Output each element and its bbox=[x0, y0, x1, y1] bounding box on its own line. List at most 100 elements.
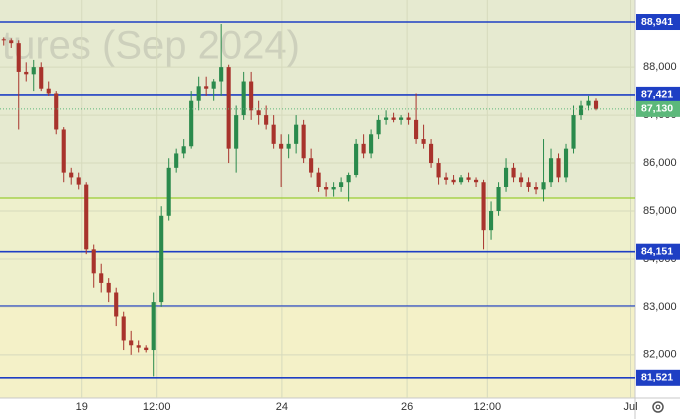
candle-body bbox=[159, 215, 164, 303]
candle-body bbox=[459, 177, 464, 183]
candle-body bbox=[466, 177, 471, 180]
zone-lower bbox=[0, 306, 635, 398]
watermark: tures (Sep 2024) bbox=[2, 24, 300, 68]
candle-body bbox=[279, 143, 284, 149]
candle-body bbox=[196, 86, 201, 101]
candle-body bbox=[309, 158, 314, 173]
candle-body bbox=[578, 105, 584, 116]
candle-body bbox=[563, 148, 569, 178]
candle-body bbox=[474, 179, 479, 183]
candle-body bbox=[518, 177, 524, 183]
candle-body bbox=[271, 124, 276, 144]
x-tick-label: Jul bbox=[623, 401, 637, 413]
candle-body bbox=[226, 67, 231, 149]
candle-body bbox=[241, 81, 246, 116]
plot bbox=[0, 0, 635, 398]
level-label-box bbox=[636, 243, 680, 260]
candle-body bbox=[234, 115, 239, 149]
level-label-box bbox=[636, 369, 680, 386]
candle-body bbox=[16, 43, 21, 72]
candle-body bbox=[511, 167, 516, 178]
candle-body bbox=[548, 158, 554, 183]
candle-body bbox=[76, 177, 81, 185]
candle-body bbox=[586, 100, 591, 106]
candle-body bbox=[181, 146, 186, 154]
candle-body bbox=[204, 86, 209, 89]
candle-body bbox=[354, 143, 359, 176]
candle-body bbox=[414, 119, 419, 140]
candle-body bbox=[69, 172, 74, 178]
candle-body bbox=[114, 292, 119, 317]
price-axis bbox=[635, 0, 680, 419]
level-label-box bbox=[636, 14, 680, 31]
candle-body bbox=[294, 124, 299, 144]
y-tick-label: 88,000 bbox=[643, 61, 677, 73]
time-axis bbox=[0, 398, 635, 419]
candle-body bbox=[84, 184, 89, 250]
candle-body bbox=[526, 182, 531, 188]
candle-body bbox=[488, 210, 494, 231]
candle-body bbox=[129, 340, 134, 346]
candle-body bbox=[9, 40, 14, 44]
candle-body bbox=[211, 81, 216, 89]
candle-body bbox=[286, 143, 291, 149]
candle-body bbox=[166, 167, 171, 216]
candle-body bbox=[361, 143, 366, 154]
y-tick-label: 85,000 bbox=[643, 205, 677, 217]
y-tick-label: 82,000 bbox=[643, 349, 677, 361]
candle-body bbox=[571, 115, 576, 149]
candle-body bbox=[391, 117, 396, 120]
candle-body bbox=[436, 163, 441, 178]
zone-upper bbox=[0, 0, 635, 198]
candle-body bbox=[316, 172, 321, 188]
candle-body bbox=[24, 71, 29, 75]
x-tick-label: 12:00 bbox=[143, 401, 171, 413]
level-label: 84,151 bbox=[641, 245, 673, 257]
candle-body bbox=[376, 119, 381, 135]
candle-body bbox=[174, 153, 179, 168]
y-tick-label: 83,000 bbox=[643, 301, 677, 313]
x-tick-label: 24 bbox=[276, 401, 288, 413]
x-tick-label: 26 bbox=[401, 401, 413, 413]
candle-body bbox=[61, 129, 66, 173]
last-price-label: 87,130 bbox=[641, 103, 673, 115]
candle-body bbox=[249, 81, 254, 111]
candle-body bbox=[339, 182, 344, 188]
candle-body bbox=[399, 117, 404, 120]
last-price-label-box bbox=[636, 100, 680, 117]
candle-body bbox=[369, 134, 374, 154]
candle-body bbox=[556, 158, 561, 178]
candle-body bbox=[46, 88, 51, 94]
level-label: 81,521 bbox=[641, 372, 673, 384]
candle-body bbox=[451, 179, 456, 183]
candle-body bbox=[503, 167, 509, 188]
level-label-box bbox=[636, 86, 680, 103]
x-tick-label: 19 bbox=[76, 401, 88, 413]
candle-body bbox=[301, 124, 306, 159]
candle-body bbox=[406, 117, 411, 120]
candle-body bbox=[39, 67, 44, 89]
x-tick-label: 12:00 bbox=[474, 401, 502, 413]
candle-body bbox=[91, 249, 96, 274]
candle-body bbox=[593, 100, 599, 109]
level-label: 87,421 bbox=[641, 89, 673, 101]
candle-body bbox=[144, 347, 149, 351]
candle-body bbox=[384, 117, 389, 120]
candle-body bbox=[121, 316, 126, 341]
candle-body bbox=[136, 345, 141, 348]
candle-body bbox=[189, 100, 194, 147]
level-label: 88,941 bbox=[641, 16, 673, 28]
candle-body bbox=[219, 67, 224, 82]
candle-body bbox=[54, 93, 59, 130]
settings-icon[interactable] bbox=[652, 401, 664, 413]
candle-body bbox=[429, 143, 434, 164]
candle-body bbox=[421, 139, 426, 144]
candle-body bbox=[264, 115, 269, 125]
candle-body bbox=[106, 282, 111, 293]
candle-body bbox=[324, 187, 329, 190]
y-tick-label: 86,000 bbox=[643, 157, 677, 169]
candle-body bbox=[481, 182, 486, 231]
candle-body bbox=[99, 273, 104, 283]
candle-body bbox=[346, 175, 351, 183]
